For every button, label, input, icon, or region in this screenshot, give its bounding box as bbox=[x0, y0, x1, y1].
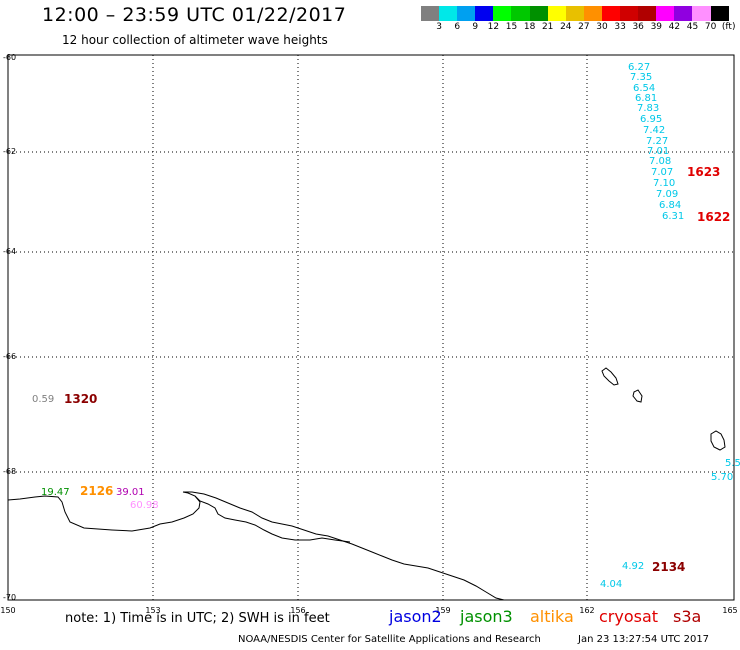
colorbar-swatch bbox=[710, 6, 729, 21]
coastline-inlet bbox=[194, 495, 351, 543]
colorbar-label: 30 bbox=[596, 22, 608, 32]
swh-value: 0.59 bbox=[32, 394, 54, 405]
swh-value: 6.84 bbox=[659, 200, 681, 211]
swh-value: 7.07 bbox=[651, 167, 673, 178]
colorbar-swatch bbox=[674, 6, 693, 21]
legend-altika: altika bbox=[530, 607, 574, 626]
colorbar-swatch bbox=[638, 6, 657, 21]
lon-label-162: 162 bbox=[579, 606, 594, 615]
footer-note: note: 1) Time is in UTC; 2) SWH is in fe… bbox=[65, 611, 330, 626]
map-subtitle: 12 hour collection of altimeter wave hei… bbox=[62, 33, 328, 47]
lon-label-159: 159 bbox=[435, 606, 450, 615]
lat-label-70: -70 bbox=[3, 593, 16, 602]
swh-value: 7.10 bbox=[653, 178, 675, 189]
swh-value: 7.83 bbox=[637, 103, 659, 114]
swh-value: 39.01 bbox=[116, 487, 145, 498]
lat-label-66: -66 bbox=[3, 352, 16, 361]
swh-value: 5.70 bbox=[711, 472, 733, 483]
pass-id-label: 1320 bbox=[64, 392, 97, 406]
colorbar-label: 15 bbox=[505, 22, 518, 32]
map-title: 12:00 – 23:59 UTC 01/22/2017 bbox=[42, 4, 347, 26]
swh-value: 7.09 bbox=[656, 189, 678, 200]
colorbar-label: 21 bbox=[541, 22, 554, 32]
colorbar-swatch bbox=[421, 6, 440, 21]
colorbar-label: (ft) bbox=[721, 22, 736, 32]
antarctic-coastline bbox=[7, 491, 505, 601]
pass-id-label: 1622 bbox=[697, 210, 730, 224]
swh-value: 6.31 bbox=[662, 211, 684, 222]
grid-lines bbox=[8, 55, 734, 600]
swh-value: 7.08 bbox=[649, 156, 671, 167]
colorbar-swatch bbox=[493, 6, 512, 21]
swh-value: 6.95 bbox=[640, 114, 662, 125]
colorbar-swatch bbox=[583, 6, 602, 21]
legend-jason3: jason3 bbox=[460, 607, 513, 626]
swh-value: 6.54 bbox=[633, 83, 655, 94]
colorbar-label: 18 bbox=[523, 22, 536, 32]
legend-cryosat: cryosat bbox=[599, 607, 659, 626]
swh-value: 7.27 bbox=[646, 136, 668, 147]
colorbar-label: 39 bbox=[650, 22, 663, 32]
colorbar-label: 3 bbox=[436, 22, 442, 32]
lat-label-60: -60 bbox=[3, 53, 16, 62]
swh-value: 7.42 bbox=[643, 125, 665, 136]
lon-label-165: 165 bbox=[722, 606, 737, 615]
wave-height-colorbar bbox=[421, 6, 729, 21]
colorbar-swatch bbox=[656, 6, 675, 21]
colorbar-swatch bbox=[529, 6, 548, 21]
colorbar-swatch bbox=[511, 6, 530, 21]
lat-label-64: -64 bbox=[3, 247, 16, 256]
pass-id-label: 2134 bbox=[652, 560, 685, 574]
legend-jason2: jason2 bbox=[389, 607, 442, 626]
lon-label-156: 156 bbox=[290, 606, 305, 615]
swh-value: 7.01 bbox=[647, 146, 669, 157]
colorbar-label: 6 bbox=[454, 22, 461, 32]
credit-line: NOAA/NESDIS Center for Satellite Applica… bbox=[238, 634, 541, 645]
legend-s3a: s3a bbox=[673, 607, 702, 626]
colorbar-swatch bbox=[475, 6, 494, 21]
colorbar-swatch bbox=[565, 6, 584, 21]
lat-label-62: -62 bbox=[3, 147, 16, 156]
island-3 bbox=[710, 430, 726, 451]
island-2 bbox=[632, 389, 643, 403]
pass-id-label: 2126 bbox=[80, 484, 113, 498]
colorbar-label: 33 bbox=[614, 22, 626, 32]
swh-value: 7.35 bbox=[630, 72, 652, 83]
colorbar-swatch bbox=[547, 6, 566, 21]
colorbar-swatch bbox=[457, 6, 476, 21]
colorbar-swatch bbox=[601, 6, 621, 21]
pass-id-label: 1623 bbox=[687, 165, 720, 179]
colorbar-label: 45 bbox=[686, 22, 699, 32]
swh-value: 4.92 bbox=[622, 561, 644, 572]
colorbar-label: 24 bbox=[560, 22, 572, 32]
colorbar-label: 27 bbox=[578, 22, 590, 32]
lat-label-68: -68 bbox=[3, 467, 16, 476]
colorbar-label: 36 bbox=[632, 22, 644, 32]
swh-value: 6.27 bbox=[628, 62, 650, 73]
colorbar-label: 9 bbox=[472, 22, 479, 32]
swh-value: 4.04 bbox=[600, 579, 622, 590]
swh-value: 5.5 bbox=[725, 458, 740, 469]
lon-label-150: 150 bbox=[0, 606, 15, 615]
colorbar-swatch bbox=[620, 6, 639, 21]
swh-value: 6.81 bbox=[635, 93, 657, 104]
island-1 bbox=[601, 367, 619, 386]
generated-timestamp: Jan 23 13:27:54 UTC 2017 bbox=[578, 634, 710, 645]
plot-frame bbox=[7, 54, 735, 601]
swh-value: 60.98 bbox=[130, 500, 159, 511]
colorbar-swatch bbox=[692, 6, 711, 21]
lon-label-153: 153 bbox=[145, 606, 160, 615]
swh-value: 19.47 bbox=[41, 487, 70, 498]
colorbar-label: 42 bbox=[668, 22, 681, 32]
colorbar-swatch bbox=[439, 6, 458, 21]
colorbar-label: 12 bbox=[487, 22, 500, 32]
colorbar-label: 70 bbox=[704, 22, 717, 32]
